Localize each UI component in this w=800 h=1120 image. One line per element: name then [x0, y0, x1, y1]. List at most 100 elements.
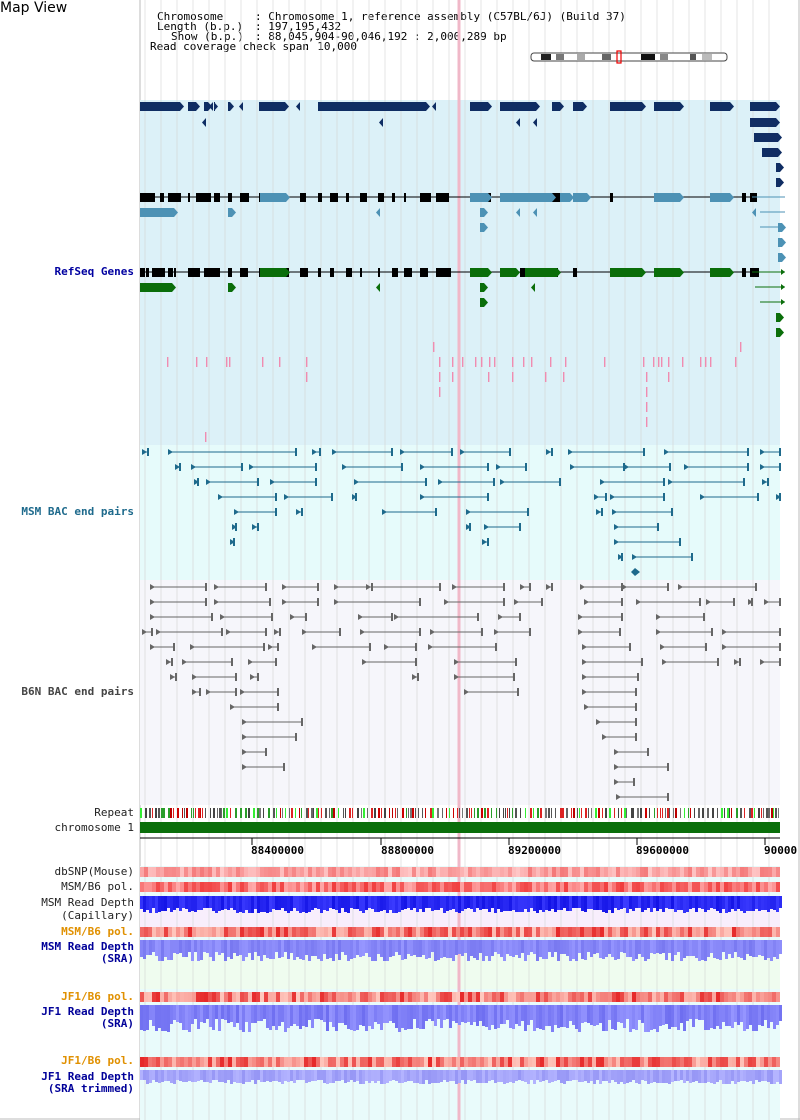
b6n-bac-track[interactable]	[142, 583, 781, 801]
msm-capillary-depth-bar	[416, 896, 419, 912]
msm-sra-depth-bar	[332, 940, 335, 961]
jf1-sra-depth-bar	[233, 1005, 236, 1027]
msm-b6-pol-cell	[764, 882, 768, 892]
msm-b6-pol-cell	[648, 927, 652, 937]
b6n-bac-pair-end	[779, 643, 781, 651]
jf1-sra-depth-bar	[206, 1005, 209, 1019]
gene-feature-navy-tip	[488, 102, 492, 111]
repeat-element	[533, 808, 534, 818]
dbsnp-cell	[560, 867, 564, 877]
jf1-sra-trimmed-depth-bar	[173, 1070, 176, 1084]
msm-capillary-depth-bar	[341, 896, 344, 908]
jf1-sra-trimmed-depth-bar	[566, 1070, 569, 1081]
msm-b6-pol-cell	[512, 927, 516, 937]
dbsnp-cell	[216, 867, 220, 877]
gene-feature-teal-tip	[488, 193, 492, 202]
jf1-sra-depth-bar	[323, 1005, 326, 1022]
msm-b6-pol-cell	[516, 882, 520, 892]
msm-sra-depth-bar	[680, 940, 683, 961]
msm-capillary-depth-bar	[776, 896, 779, 912]
gene-arrow	[432, 102, 436, 111]
jf1-sra-trimmed-depth-bar	[710, 1070, 713, 1083]
gene-exon	[196, 268, 200, 277]
repeat-element	[605, 808, 607, 818]
track-label-b6n-bac[interactable]: B6N BAC end pairs	[21, 685, 134, 698]
repeat-element	[442, 808, 443, 818]
msm-b6-pol-cell	[332, 882, 336, 892]
jf1-b6-pol-cell	[576, 992, 580, 1002]
jf1-b6-pol-cell	[212, 1057, 216, 1067]
jf1-b6-pol-cell	[168, 992, 172, 1002]
dbsnp-cell	[752, 867, 756, 877]
msm-b6-pol-cell	[776, 927, 780, 937]
jf1-sra-trimmed-depth-bar	[518, 1070, 521, 1080]
jf1-sra-depth-bar	[407, 1005, 410, 1029]
jf1-sra-depth-bar	[644, 1005, 647, 1032]
track-label-jf1-depth-trimmed: JF1 Read Depth	[41, 1070, 134, 1083]
msm-sra-depth-bar	[494, 940, 497, 952]
gene-feature-green-tip	[780, 313, 784, 322]
msm-sra-depth-bar	[323, 940, 326, 954]
jf1-b6-pol-cell	[220, 992, 224, 1002]
msm-capillary-depth-bar	[344, 896, 347, 912]
jf1-sra-trimmed-depth-bar	[413, 1070, 416, 1083]
track-label-msm-bac[interactable]: MSM BAC end pairs	[21, 505, 134, 518]
msm-sra-depth-bar	[329, 940, 332, 958]
jf1-b6-pol-cell	[544, 1057, 548, 1067]
msm-b6-pol-cell	[252, 882, 256, 892]
jf1-sra-depth-bar	[614, 1005, 617, 1030]
msm-capillary-depth-bar	[506, 896, 509, 911]
msm-b6-pol-cell	[680, 882, 684, 892]
jf1-sra-depth-bar	[770, 1005, 773, 1022]
ideogram-current-region	[616, 50, 622, 64]
msm-capillary-depth-bar	[746, 896, 749, 911]
dbsnp-cell	[600, 867, 604, 877]
msm-bac-pair-end	[487, 493, 489, 501]
repeat-element	[731, 808, 732, 818]
jf1-b6-pol-cell	[640, 992, 644, 1002]
ruler-tick-label: 88400000	[251, 844, 304, 857]
msm-capillary-depth-bar	[479, 896, 482, 910]
track-label-refseq[interactable]: RefSeq Genes	[54, 265, 134, 278]
msm-bac-pair-end	[312, 449, 317, 455]
jf1-b6-pol-cell	[316, 992, 320, 1002]
msm-capillary-depth-bar	[539, 896, 542, 910]
msm-sra-depth-bar	[677, 940, 680, 952]
msm-sra-depth-bar	[305, 940, 308, 955]
dbsnp-cell	[368, 867, 372, 877]
jf1-sra-trimmed-depth-bar	[725, 1070, 728, 1084]
dbsnp-cell	[208, 867, 212, 877]
dbsnp-cell	[284, 867, 288, 877]
refseq-gene-track[interactable]	[140, 102, 786, 337]
repeat-element	[318, 808, 319, 818]
jf1-sra-trimmed-depth-bar	[437, 1070, 440, 1083]
jf1-b6-pol-cell	[664, 1057, 668, 1067]
msm-b6-pol-cell	[540, 882, 544, 892]
jf1-sra-depth-bar	[359, 1005, 362, 1025]
jf1-sra-trimmed-depth-bar	[140, 1070, 143, 1080]
jf1-sra-trimmed-depth-bar	[371, 1070, 374, 1081]
msm-b6-pol-cell	[668, 927, 672, 937]
jf1-sra-trimmed-depth-bar	[257, 1070, 260, 1080]
gene-exon	[404, 193, 406, 202]
gene-marker	[705, 357, 707, 367]
jf1-sra-trimmed-depth-bar	[449, 1070, 452, 1081]
jf1-b6-pol-cell	[560, 1057, 564, 1067]
msm-b6-pol-cell	[708, 927, 712, 937]
msm-bac-pair-end	[355, 493, 357, 501]
msm-bac-track[interactable]	[142, 448, 781, 576]
jf1-sra-trimmed-depth-bar	[383, 1070, 386, 1084]
msm-b6-pol-cell	[664, 882, 668, 892]
msm-sra-depth-bar	[455, 940, 458, 955]
jf1-sra-depth-bar	[437, 1005, 440, 1019]
jf1-sra-trimmed-depth-bar	[446, 1070, 449, 1082]
msm-capillary-depth-bar	[350, 896, 353, 908]
dbsnp-cell	[168, 867, 172, 877]
msm-b6-pol-cell	[660, 882, 664, 892]
jf1-sra-trimmed-depth-bar	[503, 1070, 506, 1084]
jf1-sra-trimmed-depth-bar	[719, 1070, 722, 1080]
jf1-sra-trimmed-depth-bar	[149, 1070, 152, 1083]
chromosome-ideogram[interactable]	[530, 50, 728, 64]
jf1-sra-trimmed-depth-bar	[194, 1070, 197, 1082]
